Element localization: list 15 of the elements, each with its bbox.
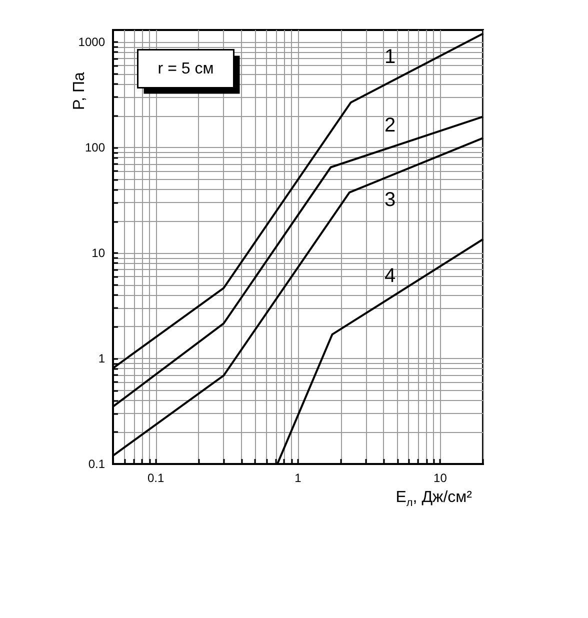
series-label: 4 [384, 264, 396, 287]
series-label: 2 [384, 114, 396, 137]
annotation: r = 5 см [158, 60, 214, 78]
x-tick-label: 10 [434, 471, 448, 485]
x-axis-title: E$_{л}$, Дж/см² [396, 489, 472, 510]
series-label: 3 [384, 188, 396, 211]
y-tick-label: 10 [92, 246, 106, 260]
series-label: 1 [384, 46, 396, 68]
x-tick-label: 0.1 [147, 471, 164, 485]
y-axis-title: P, Па [71, 72, 88, 110]
y-tick-label: 0.1 [88, 457, 106, 471]
y-tick-label: 100 [84, 140, 106, 155]
x-tick-label: 1 [294, 471, 302, 485]
y-tick-label: 1 [98, 352, 106, 366]
y-tick-label: 1000 [78, 35, 106, 50]
